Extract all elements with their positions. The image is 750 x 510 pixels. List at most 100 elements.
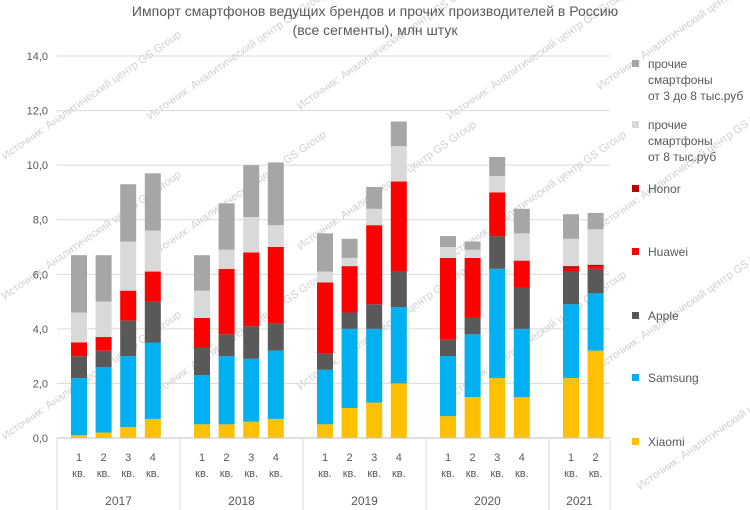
bar-segment [513, 328, 530, 398]
bar-segment [464, 334, 481, 398]
bar-segment [218, 334, 235, 357]
x-quarter-number: 1 [568, 452, 574, 464]
bar-segment [390, 383, 407, 438]
bar-segment [464, 317, 481, 335]
x-quarter-suffix: кв. [318, 468, 332, 480]
legend-label: от 8 тыс.руб [648, 150, 716, 164]
x-quarter-number: 1 [76, 452, 82, 464]
bar-segment [489, 176, 506, 193]
bar-segment [267, 323, 284, 351]
x-quarter-suffix: кв. [269, 468, 283, 480]
legend-label: прочие [648, 118, 688, 132]
bar-segment [95, 367, 112, 433]
bar-segment [366, 225, 383, 305]
x-quarter-number: 4 [519, 452, 525, 464]
legend-label: Xiaomi [648, 435, 685, 449]
legend-swatch [632, 185, 639, 192]
legend-label: Apple [648, 309, 679, 323]
bar-segment [390, 307, 407, 384]
y-tick-label: 4,0 [33, 324, 48, 336]
legend-swatch [632, 248, 639, 255]
x-quarter-number: 3 [125, 452, 131, 464]
x-year-label: 2021 [566, 494, 593, 508]
bar-segment [390, 121, 407, 147]
bar-segment [194, 375, 210, 425]
bar-segment [489, 192, 506, 237]
bar-segment [317, 369, 333, 425]
bar-segment [366, 304, 383, 329]
bar-segment [243, 421, 260, 438]
x-axis: 1 кв. 2 кв. 3 кв. 4 кв. 2017 1 кв. 2 кв. 3 кв. 4 кв. 2018… [56, 437, 611, 510]
x-quarter-number: 2 [593, 452, 599, 464]
bar-segment [120, 356, 137, 428]
x-quarter-number: 1 [445, 452, 451, 464]
bar-segment [95, 301, 112, 338]
x-quarter-suffix: кв. [195, 468, 209, 480]
legend-swatch [632, 374, 639, 381]
bars [71, 121, 604, 438]
bar-segment [563, 377, 579, 438]
legend-label: Honor [648, 182, 681, 196]
x-quarter-number: 4 [150, 452, 156, 464]
x-quarter-number: 3 [248, 452, 254, 464]
x-quarter-number: 4 [273, 452, 279, 464]
bar-segment [563, 268, 579, 272]
bar-segment [587, 212, 604, 230]
x-quarter-suffix: кв. [146, 468, 160, 480]
bar-segment [95, 337, 112, 351]
bar-segment [464, 249, 481, 258]
bar-segment [464, 257, 481, 318]
bar-segment [440, 356, 456, 417]
x-quarter-number: 1 [199, 452, 205, 464]
bar-segment [317, 271, 333, 283]
bar-segment [366, 328, 383, 403]
x-quarter-suffix: кв. [515, 468, 529, 480]
bar-segment [317, 424, 333, 438]
bar-segment [587, 229, 604, 265]
x-quarter-suffix: кв. [244, 468, 258, 480]
y-axis: 0,0 2,0 4,0 6,0 8,0 10,0 12,0 14,0 [27, 51, 48, 445]
watermark-text: Источник: Аналитический центр GS Group [0, 29, 184, 163]
bar-segment [513, 397, 530, 438]
bar-segment [341, 407, 358, 438]
bar-segment [489, 377, 506, 438]
bar-segment [440, 257, 456, 340]
bar-segment [71, 312, 87, 343]
bar-segment [366, 186, 383, 209]
bar-segment [194, 317, 210, 348]
bar-segment [366, 402, 383, 438]
bar-segment [563, 271, 579, 305]
bar-segment [243, 252, 260, 327]
bar-segment [317, 353, 333, 370]
y-tick-label: 12,0 [27, 106, 48, 118]
bar-segment [144, 342, 161, 419]
bar-segment [194, 424, 210, 438]
y-tick-label: 6,0 [33, 269, 48, 281]
bar-segment [440, 236, 456, 247]
x-year-label: 2018 [228, 494, 255, 508]
bar-segment [563, 238, 579, 267]
x-quarter-number: 3 [494, 452, 500, 464]
legend-label: Samsung [648, 371, 699, 385]
legend-label: смартфоны [648, 134, 713, 148]
bar-segment [267, 247, 284, 324]
x-quarter-suffix: кв. [367, 468, 381, 480]
bar-segment [218, 424, 235, 438]
bar-segment [513, 260, 530, 288]
bar-segment [144, 301, 161, 343]
bar-segment [489, 236, 506, 269]
bar-segment [440, 416, 456, 438]
bar-segment [587, 266, 604, 269]
y-tick-label: 8,0 [33, 215, 48, 227]
bar-segment [341, 257, 358, 267]
bar-segment [267, 225, 284, 247]
bar-segment [120, 241, 137, 291]
x-quarter-number: 2 [470, 452, 476, 464]
bar-segment [513, 208, 530, 234]
bar-segment [587, 350, 604, 438]
bar-segment [144, 271, 161, 302]
legend-label: смартфоны [648, 73, 713, 87]
legend-swatch [632, 60, 639, 67]
bar-segment [120, 427, 137, 438]
bar-segment [194, 290, 210, 318]
